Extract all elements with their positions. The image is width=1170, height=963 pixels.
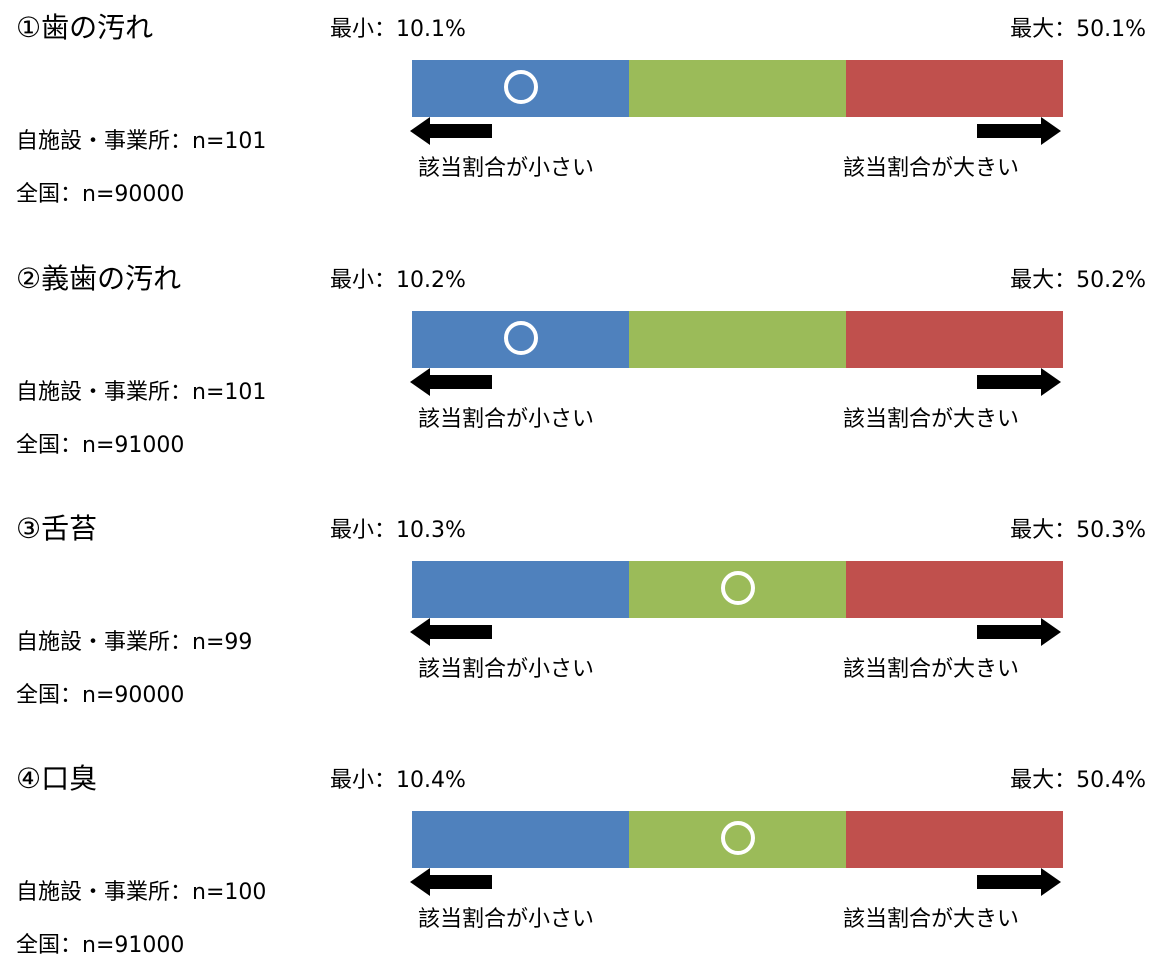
national-count: 全国：n=91000 (16, 433, 185, 458)
position-marker-icon (720, 570, 755, 605)
segment-high (846, 60, 1063, 117)
segment-mid (629, 561, 846, 618)
indicator-block: ④口臭 最小：10.4% 最大：50.4% 自施設・事業所：n=100 該当割合… (0, 751, 1170, 961)
position-marker-icon (503, 69, 538, 104)
right-arrow-icon (977, 618, 1061, 646)
left-arrow-icon (410, 618, 492, 646)
max-label: 最大：50.4% (1010, 768, 1146, 793)
range-bar (412, 60, 1063, 117)
segment-mid (629, 60, 846, 117)
segment-high (846, 561, 1063, 618)
min-label: 最小：10.3% (330, 518, 466, 543)
small-ratio-label: 該当割合が小さい (418, 907, 595, 932)
indicator-title: ③舌苔 (16, 512, 98, 545)
segment-low (412, 311, 629, 368)
national-count: 全国：n=90000 (16, 182, 185, 207)
min-label: 最小：10.1% (330, 17, 466, 42)
right-arrow-icon (977, 868, 1061, 896)
position-marker-icon (503, 320, 538, 355)
indicator-title: ④口臭 (16, 762, 98, 795)
national-count: 全国：n=91000 (16, 933, 185, 958)
range-bar (412, 811, 1063, 868)
facility-count: 自施設・事業所：n=101 (16, 380, 267, 405)
min-label: 最小：10.4% (330, 768, 466, 793)
indicator-block: ②義歯の汚れ 最小：10.2% 最大：50.2% 自施設・事業所：n=101 該… (0, 251, 1170, 461)
small-ratio-label: 該当割合が小さい (418, 657, 595, 682)
segment-mid (629, 811, 846, 868)
indicator-block: ①歯の汚れ 最小：10.1% 最大：50.1% 自施設・事業所：n=101 該当… (0, 0, 1170, 210)
segment-low (412, 811, 629, 868)
small-ratio-label: 該当割合が小さい (418, 156, 595, 181)
left-arrow-icon (410, 117, 492, 145)
indicator-block: ③舌苔 最小：10.3% 最大：50.3% 自施設・事業所：n=99 該当割合が… (0, 501, 1170, 711)
segment-low (412, 561, 629, 618)
facility-count: 自施設・事業所：n=99 (16, 630, 253, 655)
indicator-title: ②義歯の汚れ (16, 262, 182, 295)
small-ratio-label: 該当割合が小さい (418, 407, 595, 432)
large-ratio-label: 該当割合が大きい (843, 907, 1020, 932)
large-ratio-label: 該当割合が大きい (843, 156, 1020, 181)
max-label: 最大：50.3% (1010, 518, 1146, 543)
left-arrow-icon (410, 368, 492, 396)
position-marker-icon (720, 820, 755, 855)
max-label: 最大：50.1% (1010, 17, 1146, 42)
facility-count: 自施設・事業所：n=101 (16, 129, 267, 154)
facility-count: 自施設・事業所：n=100 (16, 880, 267, 905)
range-bar (412, 311, 1063, 368)
right-arrow-icon (977, 117, 1061, 145)
range-bar (412, 561, 1063, 618)
right-arrow-icon (977, 368, 1061, 396)
left-arrow-icon (410, 868, 492, 896)
national-count: 全国：n=90000 (16, 683, 185, 708)
large-ratio-label: 該当割合が大きい (843, 657, 1020, 682)
segment-high (846, 311, 1063, 368)
min-label: 最小：10.2% (330, 268, 466, 293)
segment-high (846, 811, 1063, 868)
segment-mid (629, 311, 846, 368)
max-label: 最大：50.2% (1010, 268, 1146, 293)
indicator-title: ①歯の汚れ (16, 11, 154, 44)
segment-low (412, 60, 629, 117)
large-ratio-label: 該当割合が大きい (843, 407, 1020, 432)
